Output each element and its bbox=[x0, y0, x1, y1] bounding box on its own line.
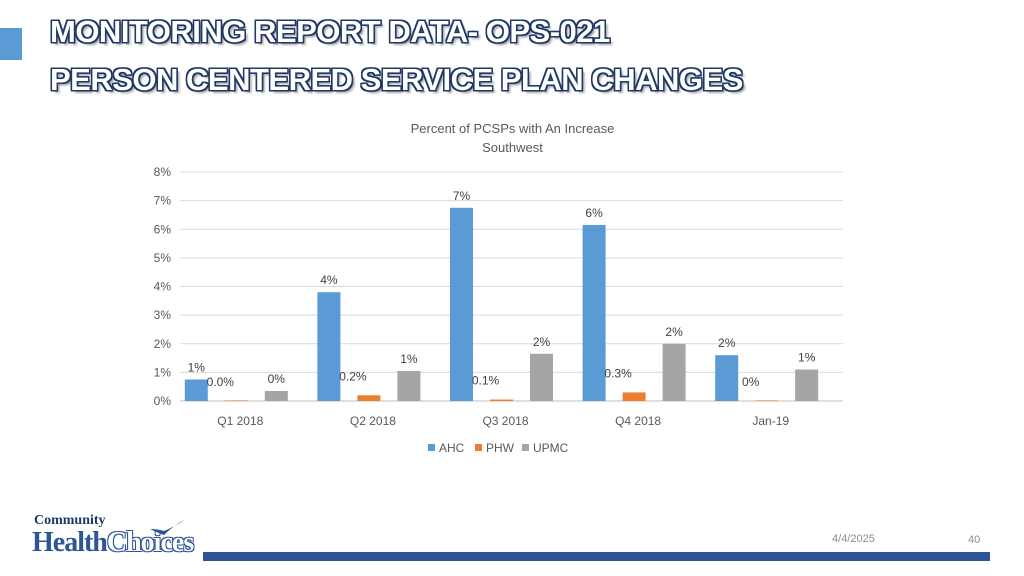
x-tick-label: Q1 2018 bbox=[217, 414, 263, 428]
data-label-ahc: 7% bbox=[453, 189, 471, 203]
title-line-2: PERSON CENTERED SERVICE PLAN CHANGES bbox=[50, 62, 743, 97]
logo-health-text: HealthChoices bbox=[32, 527, 194, 559]
bar-upmc bbox=[397, 370, 421, 401]
data-label-ahc: 6% bbox=[585, 206, 603, 220]
data-label-phw: 0.1% bbox=[472, 374, 500, 388]
legend-swatch-upmc bbox=[522, 444, 529, 451]
logo-health-word: Health bbox=[32, 527, 108, 558]
chart-subtitle: Southwest bbox=[482, 140, 543, 155]
data-label-upmc: 1% bbox=[798, 351, 816, 365]
bar-phw bbox=[357, 395, 381, 401]
data-label-ahc: 4% bbox=[320, 273, 338, 287]
title-line-1: MONITORING REPORT DATA- OPS-021 bbox=[50, 14, 610, 49]
data-label-upmc: 1% bbox=[400, 352, 418, 366]
x-tick-label: Q3 2018 bbox=[482, 414, 528, 428]
bar-ahc bbox=[184, 379, 208, 401]
bar-upmc bbox=[264, 390, 288, 401]
y-tick-label: 0% bbox=[154, 394, 172, 408]
bar-upmc bbox=[795, 369, 819, 401]
data-label-ahc: 2% bbox=[718, 336, 736, 350]
bar-ahc bbox=[450, 207, 473, 401]
y-tick-label: 8% bbox=[154, 165, 172, 179]
data-label-upmc: 2% bbox=[665, 325, 683, 339]
data-label-upmc: 2% bbox=[533, 335, 551, 349]
data-label-phw: 0.0% bbox=[207, 375, 235, 389]
bar-ahc bbox=[715, 355, 739, 401]
legend-label-ahc: AHC bbox=[439, 441, 465, 455]
y-tick-label: 7% bbox=[154, 194, 172, 208]
x-tick-label: Jan-19 bbox=[752, 414, 789, 428]
bar-upmc bbox=[662, 343, 686, 401]
data-label-phw: 0.2% bbox=[339, 369, 367, 383]
bar-ahc bbox=[317, 292, 341, 401]
y-tick-label: 6% bbox=[154, 222, 172, 236]
y-tick-label: 1% bbox=[154, 365, 172, 379]
y-tick-label: 3% bbox=[154, 308, 172, 322]
y-tick-label: 4% bbox=[154, 280, 172, 294]
x-tick-label: Q4 2018 bbox=[615, 414, 661, 428]
logo-community-text: Community bbox=[34, 513, 106, 528]
data-label-ahc: 1% bbox=[188, 361, 206, 375]
chart-title: Percent of PCSPs with An Increase bbox=[411, 121, 615, 136]
y-tick-label: 2% bbox=[154, 337, 172, 351]
bar-phw bbox=[622, 392, 646, 401]
bar-ahc bbox=[582, 224, 606, 401]
footer-date: 4/4/2025 bbox=[832, 533, 875, 545]
checkmark-icon bbox=[150, 519, 186, 535]
footer-bar bbox=[203, 552, 990, 561]
community-health-choices-logo: Community HealthChoices bbox=[32, 513, 202, 561]
data-label-upmc: 0% bbox=[268, 372, 286, 386]
y-tick-label: 5% bbox=[154, 251, 172, 265]
page-number: 40 bbox=[968, 534, 981, 546]
bar-upmc bbox=[530, 353, 553, 401]
data-label-phw: 0.3% bbox=[604, 366, 632, 380]
logo-choices-word: Choices bbox=[106, 527, 194, 558]
bar-phw bbox=[755, 400, 779, 401]
data-label-phw: 0% bbox=[742, 375, 760, 389]
legend-swatch-phw bbox=[475, 444, 482, 451]
legend-label-phw: PHW bbox=[486, 441, 515, 455]
bar-phw bbox=[224, 400, 248, 401]
bar-phw bbox=[490, 399, 513, 401]
legend-label-upmc: UPMC bbox=[533, 441, 569, 455]
accent-square bbox=[0, 28, 22, 60]
x-tick-label: Q2 2018 bbox=[350, 414, 396, 428]
legend-swatch-ahc bbox=[428, 444, 435, 451]
